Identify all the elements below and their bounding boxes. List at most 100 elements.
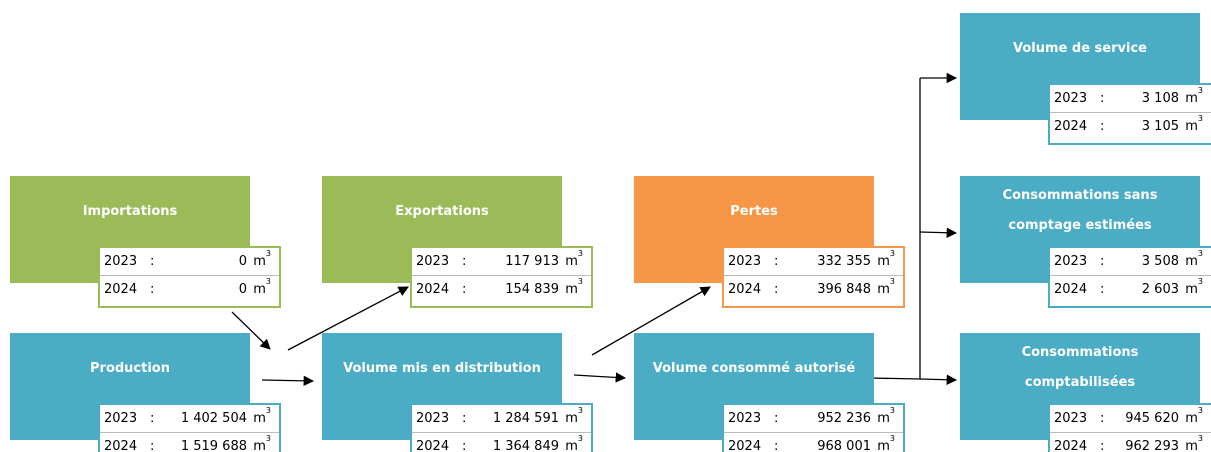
separator: : — [150, 411, 155, 426]
separator: : — [774, 439, 779, 452]
table-row: 2024: 962 293 m3 — [1050, 432, 1211, 452]
year: 2023 — [1054, 91, 1088, 106]
year: 2023 — [1054, 254, 1088, 269]
value: 952 236 — [817, 411, 871, 426]
unit-base: m — [1185, 254, 1198, 269]
table-row: 2024: 396 848 m3 — [724, 275, 903, 303]
arrow — [231, 311, 271, 350]
value: 396 848 — [817, 282, 871, 297]
year: 2024 — [728, 282, 762, 297]
unit-exponent: 3 — [889, 434, 895, 443]
unit-base: m — [253, 254, 266, 269]
unit-exponent: 3 — [265, 406, 271, 415]
year: 2023 — [728, 411, 762, 426]
table-row: 2023: 1 284 591 m3 — [412, 405, 591, 432]
year: 2023 — [416, 411, 450, 426]
unit: m3 — [1185, 405, 1203, 432]
node-table: 2023:945 620 m3 2024:962 293 m3 — [1048, 403, 1211, 452]
unit: m3 — [1185, 276, 1203, 303]
unit-exponent: 3 — [265, 277, 271, 286]
separator: : — [462, 411, 467, 426]
unit: m3 — [877, 433, 895, 452]
value: 0 — [238, 254, 247, 269]
title-line: Volume consommé autorisé — [652, 361, 856, 376]
year: 2024 — [1054, 119, 1088, 134]
table-row: 2024: 1 364 849 m3 — [412, 432, 591, 452]
separator: : — [774, 282, 779, 297]
table-row: 2023: 117 913 m3 — [412, 248, 591, 275]
unit-exponent: 3 — [1197, 434, 1203, 443]
unit-exponent: 3 — [889, 249, 895, 258]
table-row: 2024: 1 519 688 m3 — [100, 432, 279, 452]
unit-exponent: 3 — [1197, 277, 1203, 286]
table-row: 2023: 3 508 m3 — [1050, 248, 1211, 275]
unit-exponent: 3 — [889, 277, 895, 286]
node-title: Importations — [10, 197, 250, 227]
value: 968 001 — [817, 439, 871, 452]
unit-exponent: 3 — [577, 406, 583, 415]
unit-exponent: 3 — [265, 249, 271, 258]
title-line: Consommations — [1021, 345, 1139, 360]
node-title: Volume mis en distribution — [322, 354, 562, 384]
value: 117 913 — [505, 254, 559, 269]
arrow — [591, 286, 711, 356]
arrow — [919, 227, 958, 238]
unit: m3 — [877, 405, 895, 432]
separator: : — [462, 282, 467, 297]
unit-base: m — [253, 411, 266, 426]
value: 154 839 — [505, 282, 559, 297]
table-row: 2023: 1 402 504 m3 — [100, 405, 279, 432]
year: 2023 — [104, 411, 138, 426]
unit-base: m — [565, 439, 578, 452]
separator: : — [1100, 119, 1105, 134]
value: 1 519 688 — [180, 439, 247, 452]
separator: : — [150, 254, 155, 269]
node-table: 2023:952 236 m3 2024:968 001 m3 — [722, 403, 905, 452]
unit: m3 — [565, 405, 583, 432]
value: 1 402 504 — [180, 411, 247, 426]
unit-exponent: 3 — [577, 434, 583, 443]
unit: m3 — [1185, 113, 1203, 140]
year: 2024 — [1054, 282, 1088, 297]
unit-base: m — [565, 282, 578, 297]
unit-base: m — [1185, 411, 1198, 426]
unit-exponent: 3 — [1197, 86, 1203, 95]
year: 2023 — [1054, 411, 1088, 426]
unit-base: m — [877, 254, 890, 269]
title-line: Consommations sans — [1002, 188, 1158, 203]
year: 2023 — [104, 254, 138, 269]
year: 2023 — [416, 254, 450, 269]
unit-base: m — [877, 282, 890, 297]
value: 945 620 — [1125, 411, 1179, 426]
year: 2023 — [728, 254, 762, 269]
year: 2024 — [416, 439, 450, 452]
table-row: 2023: 3 108 m3 — [1050, 85, 1211, 112]
unit: m3 — [253, 248, 271, 275]
unit: m3 — [1185, 85, 1203, 112]
separator: : — [1100, 91, 1105, 106]
arrow — [261, 375, 315, 387]
title-line: Pertes — [730, 204, 778, 219]
table-row: 2024: 154 839 m3 — [412, 275, 591, 303]
title-line: Volume de service — [1013, 41, 1147, 56]
node-title: Consommations sans comptage estimées — [960, 181, 1200, 241]
table-row: 2024: 968 001 m3 — [724, 432, 903, 452]
unit: m3 — [253, 433, 271, 452]
node-table: 2023:3 108 m3 2024:3 105 m3 — [1048, 83, 1211, 145]
arrow — [287, 286, 409, 351]
unit: m3 — [877, 248, 895, 275]
separator: : — [462, 439, 467, 452]
node-title: Volume de service — [960, 34, 1200, 64]
node-title: Volume consommé autorisé — [634, 354, 874, 384]
node-title: Production — [10, 354, 250, 384]
arrow — [573, 372, 627, 383]
separator: : — [462, 254, 467, 269]
table-row: 2024:0 m3 — [100, 275, 279, 303]
unit-base: m — [877, 411, 890, 426]
unit-base: m — [1185, 119, 1198, 134]
node-table: 2023:1 402 504 m3 2024:1 519 688 m3 — [98, 403, 281, 452]
title-line: Production — [90, 361, 170, 376]
node-table: 2023:3 508 m3 2024:2 603 m3 — [1048, 246, 1211, 308]
separator: : — [150, 439, 155, 452]
